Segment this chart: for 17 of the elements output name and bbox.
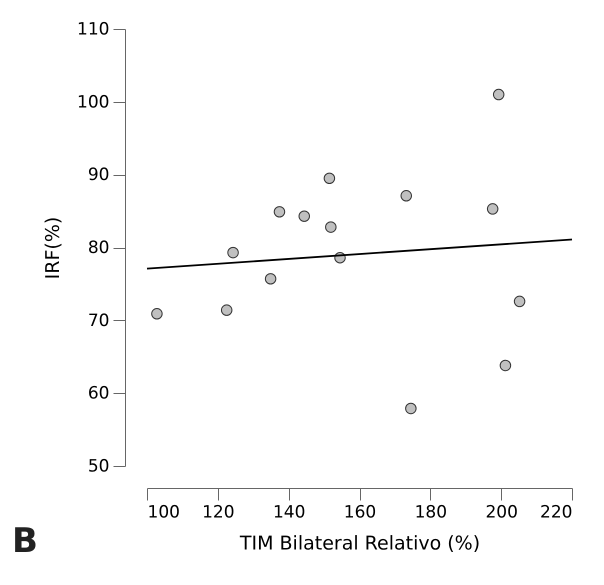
x-tick-label: 160: [344, 502, 376, 522]
y-tick-label: 60: [88, 384, 110, 404]
x-tick-label: 140: [272, 502, 306, 522]
y-tick-label: 70: [88, 310, 110, 331]
text: B: [12, 521, 38, 561]
y-tick-label: 80: [88, 238, 110, 258]
x-axis-title: TIM Bilateral Relativo (%): [238, 532, 480, 554]
y-tick-label: 90: [88, 165, 110, 186]
y-axis-title: IRF(%): [42, 216, 64, 280]
x-tick-label: 180: [414, 502, 448, 522]
x-tick-label: 120: [202, 502, 235, 522]
y-tick-label: 50: [88, 456, 110, 476]
x-tick-label: 100: [148, 502, 180, 522]
x-tick-label: 220: [540, 502, 572, 522]
x-tick-label: 200: [485, 502, 518, 522]
y-tick-label: 110: [77, 20, 110, 40]
y-tick-label: 100: [77, 92, 110, 112]
